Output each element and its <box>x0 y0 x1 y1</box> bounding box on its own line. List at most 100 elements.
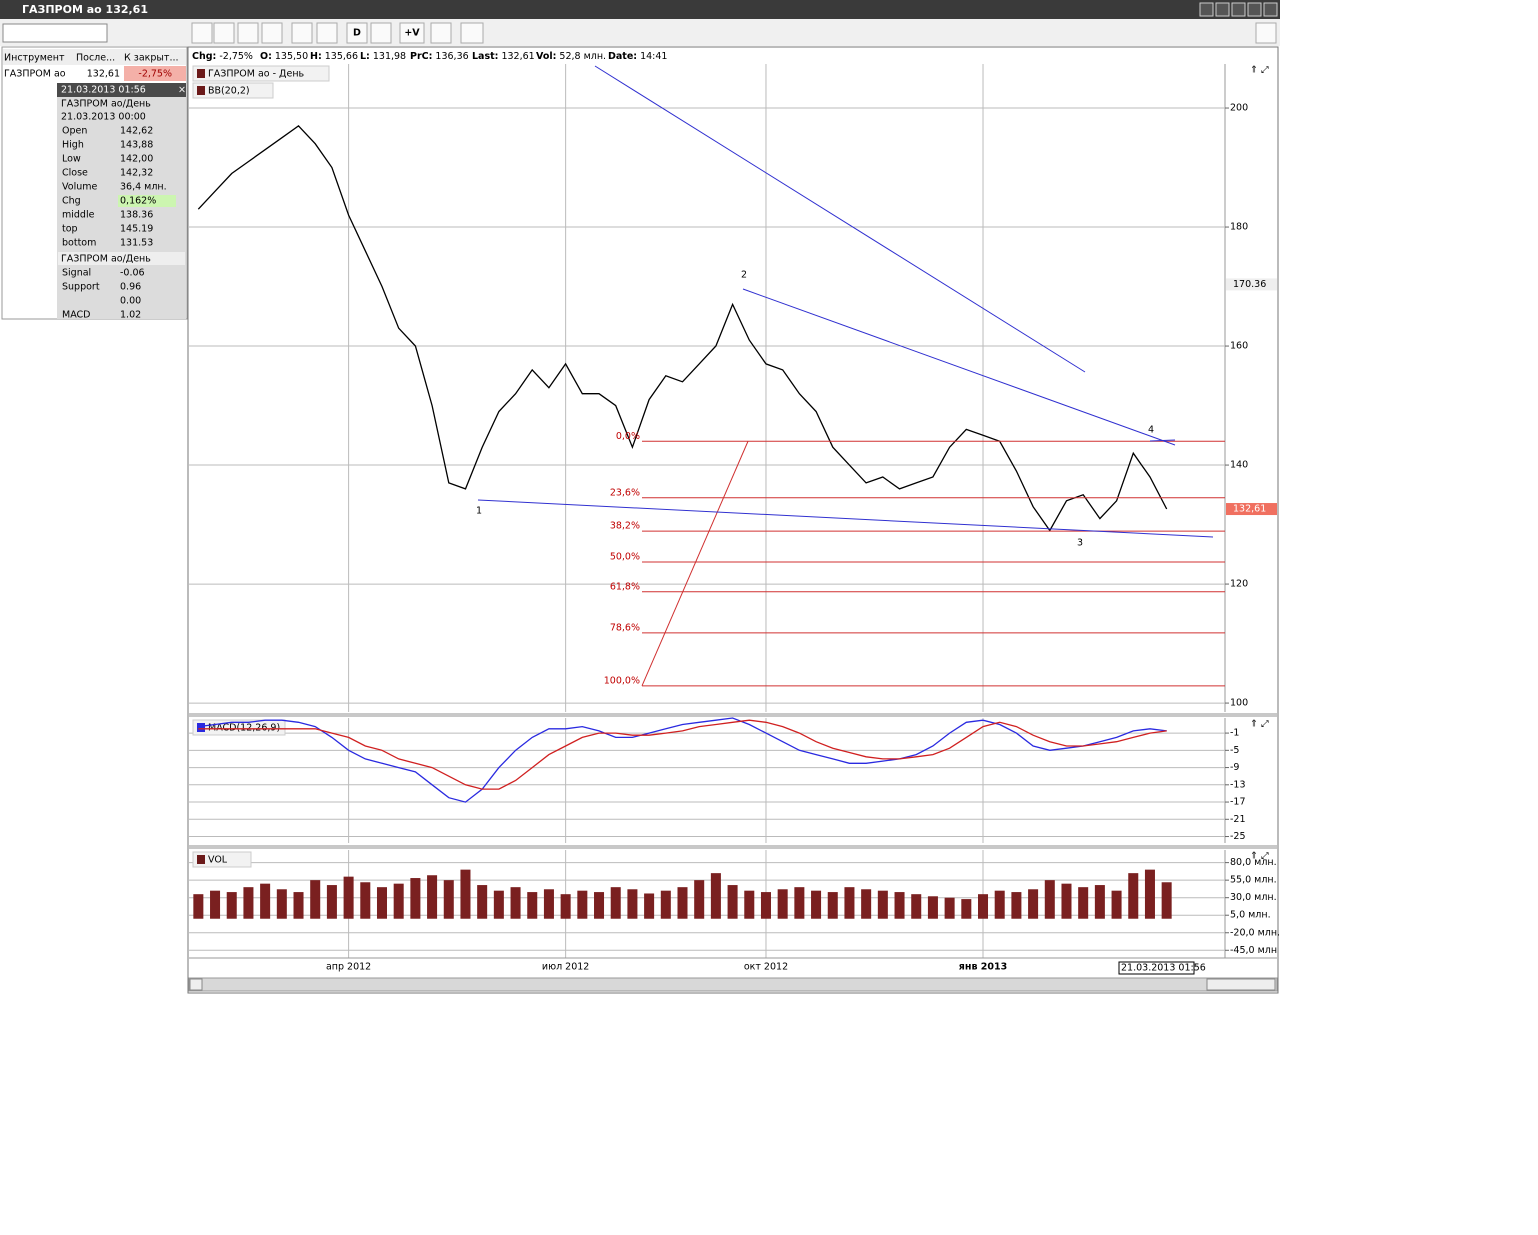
volume-bar <box>193 894 204 919</box>
pane-icons: ⇑ ⤢ <box>1250 851 1269 862</box>
info-value: 138.36 <box>120 210 153 221</box>
info-key: High <box>62 140 84 151</box>
status-value: -2,75% <box>219 51 253 62</box>
tool[interactable] <box>316 22 338 44</box>
tool[interactable] <box>1255 22 1277 44</box>
status-label: Last: <box>472 51 498 62</box>
window-buttons[interactable] <box>1199 2 1278 17</box>
wave-label: 2 <box>741 270 747 281</box>
volume-bar <box>510 887 521 919</box>
series-line <box>197 125 1168 532</box>
volume-bar <box>1078 887 1089 919</box>
btn[interactable] <box>1199 2 1214 17</box>
volume-bar <box>694 880 705 919</box>
status-item: Date: 14:41 <box>608 51 667 62</box>
y-tick-label: 120 <box>1230 579 1248 590</box>
status-value: 132,61 <box>501 51 534 62</box>
status-label: Date: <box>608 51 637 62</box>
btn[interactable] <box>1215 2 1230 17</box>
tool[interactable] <box>291 22 313 44</box>
info-key: MACD <box>62 310 90 321</box>
status-item: Last: 132,61 <box>472 51 535 62</box>
search-box[interactable] <box>2 23 108 43</box>
tool[interactable] <box>370 22 392 44</box>
volume-bar <box>1094 885 1105 919</box>
info-title: 21.03.2013 01:56 <box>61 85 146 96</box>
volume-bar <box>861 889 872 919</box>
legend-swatch <box>197 855 205 864</box>
series-line <box>198 717 1167 803</box>
y-tick-label: 100 <box>1230 698 1248 709</box>
btn[interactable] <box>1263 2 1278 17</box>
volume-bar <box>493 890 504 919</box>
volume-bar <box>293 892 304 919</box>
info-key: Open <box>62 126 87 137</box>
legend-box <box>192 851 252 868</box>
y-tick-label: 80,0 млн. <box>1230 857 1277 868</box>
scroll-btn <box>189 978 203 991</box>
cell: 132,61 <box>87 69 120 80</box>
y-tick-label: -21 <box>1230 814 1246 825</box>
column-header: После... <box>76 53 115 64</box>
info-key: Chg <box>62 196 81 207</box>
tool[interactable] <box>430 22 452 44</box>
status-item: H: 135,66 <box>310 51 358 62</box>
volume-bar <box>1011 892 1022 919</box>
cell: -2,75% <box>138 69 172 80</box>
wave-label: 1 <box>476 506 482 517</box>
info-key: Volume <box>62 182 97 193</box>
info-key: Support <box>62 282 100 293</box>
volume-bar <box>594 892 605 919</box>
tool[interactable] <box>399 22 425 44</box>
legend-swatch <box>197 86 205 95</box>
tool[interactable] <box>460 22 484 44</box>
tool[interactable] <box>346 22 368 44</box>
price-marker-label: 170.36 <box>1233 279 1266 290</box>
volume-bar <box>727 885 738 919</box>
volume-bar <box>577 890 588 919</box>
info-key: top <box>62 224 78 235</box>
y-tick-label: -25 <box>1230 831 1246 842</box>
info-value: 0.96 <box>120 282 141 293</box>
y-tick-label: -1 <box>1230 728 1239 739</box>
status-value: 14:41 <box>640 51 667 62</box>
volume-bar <box>927 896 938 919</box>
volume-bar <box>310 880 321 919</box>
x-tick-label: окт 2012 <box>744 962 788 973</box>
volume-bar <box>978 894 989 919</box>
volume-bar <box>894 892 905 919</box>
legend-label: MACD(12,26,9) <box>208 723 280 734</box>
volume-bar <box>226 892 237 919</box>
status-value: 135,66 <box>325 51 358 62</box>
change-cell <box>124 66 186 81</box>
cell: ГАЗПРОМ ао <box>4 69 66 80</box>
cursor-label: 21.03.2013 01:56 <box>1121 963 1206 974</box>
tool[interactable] <box>237 22 259 44</box>
btn[interactable] <box>1231 2 1246 17</box>
volume-bar <box>477 885 488 919</box>
volume-bar <box>527 892 538 919</box>
tool[interactable] <box>191 22 213 44</box>
status-label: O: <box>260 51 272 62</box>
status-label: H: <box>310 51 322 62</box>
volume-bar <box>243 887 254 919</box>
volume-bar <box>427 875 438 919</box>
volume-bar <box>677 887 688 919</box>
btn[interactable] <box>1247 2 1262 17</box>
y-tick-label: 180 <box>1230 222 1248 233</box>
volume-bar <box>660 890 671 919</box>
legend-label: ГАЗПРОМ ао - День <box>208 69 305 80</box>
tool[interactable] <box>261 22 283 44</box>
tool-icons <box>191 22 1277 44</box>
fib-label: 78,6% <box>610 622 640 633</box>
volume-bar <box>376 887 387 919</box>
volume-bar <box>844 887 855 919</box>
info-value: 131.53 <box>120 238 153 249</box>
status-value: 135,50 <box>275 51 308 62</box>
info-date: 21.03.2013 00:00 <box>61 112 146 123</box>
tool[interactable] <box>213 22 235 44</box>
trend-line <box>594 65 1086 373</box>
pane-divider <box>189 845 1277 849</box>
